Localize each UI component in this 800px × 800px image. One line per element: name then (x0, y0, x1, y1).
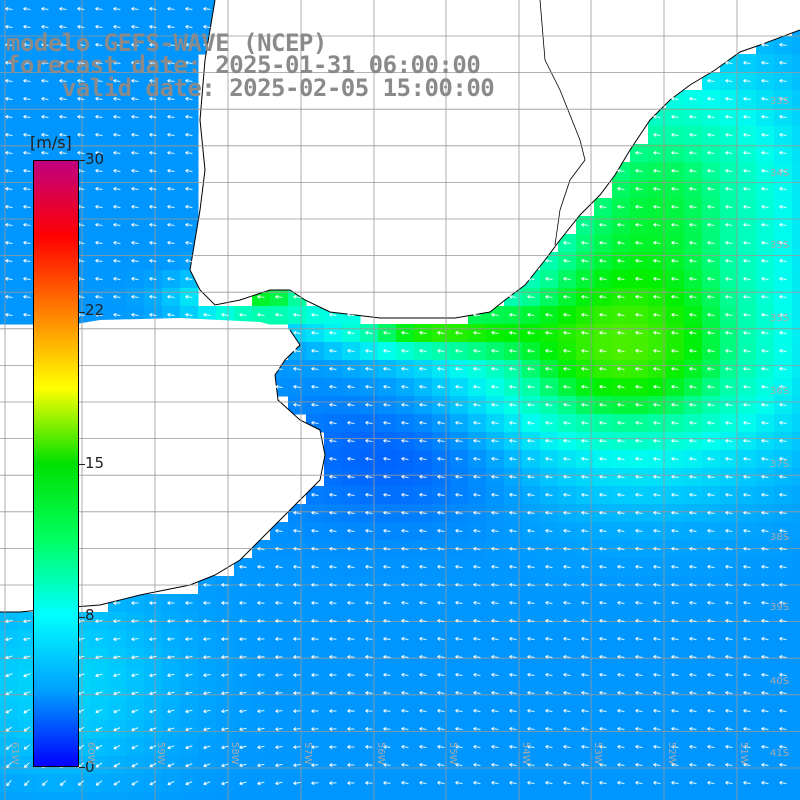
valid-date-label: valid date: 2025-02-05 15:00:00 (6, 74, 495, 102)
colorbar-tick-30: 30 (85, 150, 105, 168)
lon-label: 57W (302, 742, 313, 765)
lat-label: 38S (770, 532, 790, 543)
lat-label: 39S (770, 602, 790, 613)
colorbar-tick-0: 0 (85, 758, 95, 776)
colorbar-tick-8: 8 (85, 606, 95, 624)
colorbar-tick-22: 22 (85, 301, 105, 319)
lon-label: 59W (155, 742, 166, 765)
lon-label: 51W (738, 742, 749, 765)
lon-label: 58W (229, 742, 240, 765)
colorbar-units: [m/s] (30, 133, 72, 152)
lon-label: 53W (592, 742, 603, 765)
lat-label: 33S (770, 96, 790, 107)
lon-label: 60W (85, 742, 96, 765)
lat-label: 34S (770, 168, 790, 179)
lat-label: 35S (770, 240, 790, 251)
colorbar-tickmark (79, 312, 85, 313)
lon-label: 61W (9, 742, 20, 765)
lon-label: 54W (520, 742, 531, 765)
lat-label: 36S (770, 386, 790, 397)
lon-label: 52W (666, 742, 677, 765)
land (0, 0, 800, 612)
valid-date-text: valid date: 2025-02-05 15:00:00 (61, 74, 495, 102)
colorbar-tickmark (79, 160, 85, 161)
coastline (0, 0, 800, 613)
colorbar-tickmark (79, 464, 85, 465)
forecast-date-label: forecast date: 2025-01-31 06:00:00 (6, 51, 481, 79)
lat-label: 35S (770, 313, 790, 324)
lon-label: 56W (375, 742, 386, 765)
model-title: modelo GEFS-WAVE (NCEP) (6, 29, 327, 57)
colorbar (33, 160, 79, 767)
lat-label: 37S (770, 459, 790, 470)
lat-label: 40S (770, 676, 790, 687)
lat-label: 41S (770, 748, 790, 759)
colorbar-tickmark (79, 767, 85, 768)
colorbar-tickmark (79, 617, 85, 618)
colorbar-tick-15: 15 (85, 454, 105, 472)
lon-label: 55W (447, 742, 458, 765)
